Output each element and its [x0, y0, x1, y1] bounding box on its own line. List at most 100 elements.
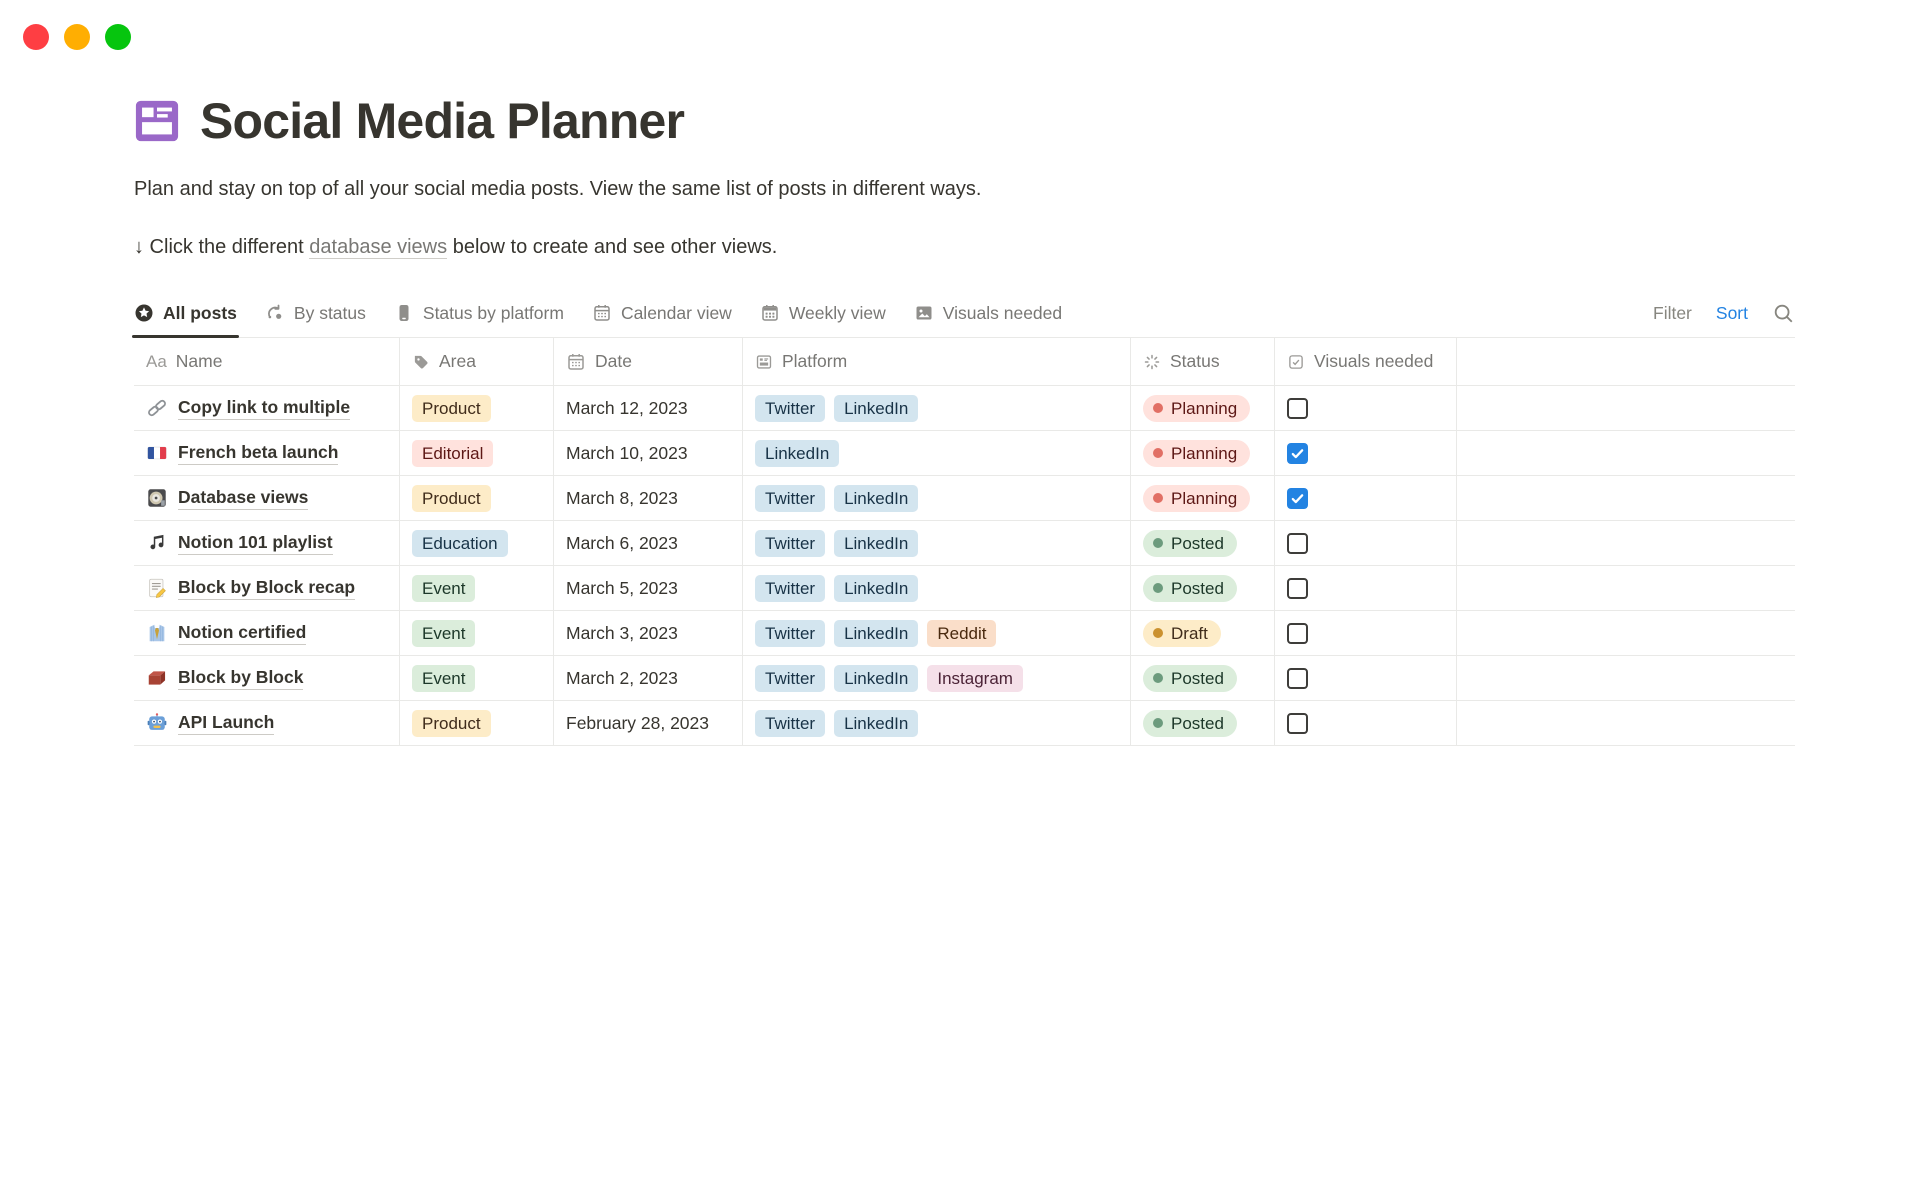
platform-tag-linkedin: LinkedIn: [834, 574, 919, 602]
name-cell[interactable]: API Launch: [134, 701, 400, 746]
visuals-needed-cell[interactable]: [1275, 701, 1457, 746]
area-cell[interactable]: Event: [400, 656, 554, 701]
date-cell[interactable]: March 3, 2023: [554, 611, 743, 656]
date-cell[interactable]: February 28, 2023: [554, 701, 743, 746]
column-header-date[interactable]: Date: [554, 338, 743, 386]
view-tab-label: Status by platform: [422, 302, 564, 323]
date-cell[interactable]: March 8, 2023: [554, 476, 743, 521]
filter-button[interactable]: Filter: [1653, 302, 1692, 323]
visuals-needed-cell[interactable]: [1275, 566, 1457, 611]
tag-icon: [412, 353, 430, 371]
area-cell[interactable]: Product: [400, 386, 554, 431]
platform-cell[interactable]: Twitter LinkedIn: [743, 701, 1131, 746]
visuals-needed-cell[interactable]: [1275, 431, 1457, 476]
platform-tag-linkedin: LinkedIn: [755, 439, 840, 467]
page-name-link[interactable]: Block by Block: [178, 667, 304, 690]
name-cell[interactable]: French beta launch: [134, 431, 400, 476]
database-views-link[interactable]: database views: [309, 236, 448, 259]
date-cell[interactable]: March 6, 2023: [554, 521, 743, 566]
platform-cell[interactable]: Twitter LinkedIn: [743, 521, 1131, 566]
view-tab-label: Visuals needed: [942, 302, 1063, 323]
status-cell[interactable]: Posted: [1131, 701, 1275, 746]
page-name-link[interactable]: Database views: [178, 487, 309, 510]
name-cell[interactable]: Block by Block recap: [134, 566, 400, 611]
visuals-needed-checkbox[interactable]: [1287, 442, 1308, 464]
area-cell[interactable]: Education: [400, 521, 554, 566]
column-header-visuals-needed[interactable]: Visuals needed: [1275, 338, 1457, 386]
visuals-needed-checkbox[interactable]: [1287, 667, 1308, 689]
page-name-link[interactable]: Notion certified: [178, 622, 307, 645]
visuals-needed-cell[interactable]: [1275, 476, 1457, 521]
platform-tag-twitter: Twitter: [755, 709, 826, 737]
area-cell[interactable]: Event: [400, 566, 554, 611]
visuals-needed-checkbox[interactable]: [1287, 532, 1308, 554]
platform-cell[interactable]: Twitter LinkedIn: [743, 386, 1131, 431]
window-close-button[interactable]: [23, 24, 49, 50]
date-cell[interactable]: March 2, 2023: [554, 656, 743, 701]
column-header-area[interactable]: Area: [400, 338, 554, 386]
date-cell[interactable]: March 12, 2023: [554, 386, 743, 431]
status-label: Planning: [1171, 443, 1238, 463]
column-header-name[interactable]: Aa Name: [134, 338, 400, 386]
view-tab-by-status[interactable]: By status: [265, 289, 366, 337]
status-cell[interactable]: Posted: [1131, 656, 1275, 701]
column-header-status[interactable]: Status: [1131, 338, 1275, 386]
window-zoom-button[interactable]: [105, 24, 131, 50]
date-cell[interactable]: March 10, 2023: [554, 431, 743, 476]
view-tab-visuals-needed[interactable]: Visuals needed: [914, 289, 1062, 337]
window-minimize-button[interactable]: [64, 24, 90, 50]
area-cell[interactable]: Product: [400, 476, 554, 521]
platform-tag-linkedin: LinkedIn: [834, 529, 919, 557]
visuals-needed-checkbox[interactable]: [1287, 577, 1308, 599]
page-name-link[interactable]: API Launch: [178, 712, 275, 735]
status-cell[interactable]: Posted: [1131, 521, 1275, 566]
sort-button[interactable]: Sort: [1715, 302, 1748, 323]
platform-cell[interactable]: Twitter LinkedIn: [743, 566, 1131, 611]
visuals-needed-cell[interactable]: [1275, 656, 1457, 701]
visuals-needed-checkbox[interactable]: [1287, 397, 1308, 419]
page-name-link[interactable]: Copy link to multiple: [178, 397, 351, 420]
visuals-needed-cell[interactable]: [1275, 386, 1457, 431]
platform-cell[interactable]: Twitter LinkedIn: [743, 476, 1131, 521]
brick-emoji: [146, 667, 168, 689]
area-tag: Event: [412, 574, 476, 602]
page-name-link[interactable]: Notion 101 playlist: [178, 532, 333, 555]
page-name-link[interactable]: French beta launch: [178, 442, 339, 465]
page-title: Social Media Planner: [200, 93, 685, 149]
platform-tag-twitter: Twitter: [755, 574, 826, 602]
platform-cell[interactable]: Twitter LinkedIn Instagram: [743, 656, 1131, 701]
callout-note: ↓ Click the different database views bel…: [134, 236, 1795, 259]
visuals-needed-checkbox[interactable]: [1287, 712, 1308, 734]
column-header-platform[interactable]: Platform: [743, 338, 1131, 386]
area-cell[interactable]: Product: [400, 701, 554, 746]
name-cell[interactable]: Notion 101 playlist: [134, 521, 400, 566]
date-cell[interactable]: March 5, 2023: [554, 566, 743, 611]
table-row: API Launch Product February 28, 2023 Twitte…: [134, 701, 1795, 746]
name-cell[interactable]: Notion certified: [134, 611, 400, 656]
area-cell[interactable]: Editorial: [400, 431, 554, 476]
visuals-needed-checkbox[interactable]: [1287, 622, 1308, 644]
area-cell[interactable]: Event: [400, 611, 554, 656]
status-cell[interactable]: Planning: [1131, 386, 1275, 431]
status-cell[interactable]: Draft: [1131, 611, 1275, 656]
area-tag: Event: [412, 619, 476, 647]
page-name-link[interactable]: Block by Block recap: [178, 577, 356, 600]
date-value: March 6, 2023: [566, 532, 678, 553]
status-cell[interactable]: Posted: [1131, 566, 1275, 611]
gallery-database-icon[interactable]: [134, 98, 180, 144]
platform-cell[interactable]: LinkedIn: [743, 431, 1131, 476]
visuals-needed-cell[interactable]: [1275, 521, 1457, 566]
visuals-needed-cell[interactable]: [1275, 611, 1457, 656]
name-cell[interactable]: Block by Block: [134, 656, 400, 701]
search-icon[interactable]: [1772, 302, 1795, 325]
visuals-needed-checkbox[interactable]: [1287, 487, 1308, 509]
platform-cell[interactable]: Twitter LinkedIn Reddit: [743, 611, 1131, 656]
status-cell[interactable]: Planning: [1131, 476, 1275, 521]
view-tab-status-by-platform[interactable]: Status by platform: [394, 289, 564, 337]
view-tab-calendar-view[interactable]: Calendar view: [592, 289, 732, 337]
status-cell[interactable]: Planning: [1131, 431, 1275, 476]
name-cell[interactable]: Database views: [134, 476, 400, 521]
view-tab-weekly-view[interactable]: Weekly view: [760, 289, 886, 337]
view-tab-all-posts[interactable]: All posts: [132, 289, 239, 338]
name-cell[interactable]: Copy link to multiple: [134, 386, 400, 431]
